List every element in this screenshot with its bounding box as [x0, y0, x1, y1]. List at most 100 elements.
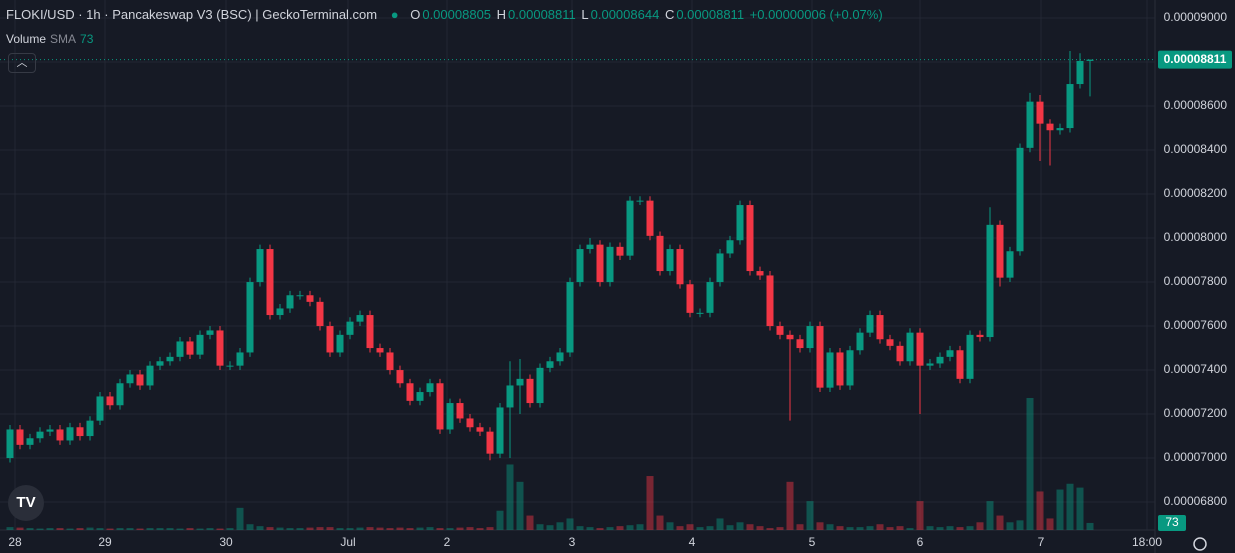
candle-body: [906, 332, 914, 362]
ohlc-value: 0.00008805: [422, 7, 492, 22]
candle-body: [86, 420, 94, 437]
candle-body: [766, 275, 774, 327]
volume-bar: [676, 526, 684, 530]
volume-bar: [786, 481, 794, 530]
candle-body: [76, 427, 84, 437]
candle-body: [786, 334, 794, 340]
volume-bar: [206, 528, 214, 530]
candle-body: [746, 205, 754, 272]
candle-body: [176, 341, 184, 357]
candle-body: [816, 326, 824, 388]
y-tick-label: 0.00008000: [1164, 230, 1228, 244]
ohlc-value: 0.00008811: [508, 7, 576, 22]
volume-bar: [976, 522, 984, 530]
candle-body: [36, 431, 44, 439]
volume-bar: [776, 527, 784, 530]
volume-bar: [566, 518, 574, 530]
volume-bar: [166, 528, 174, 530]
candle-body: [956, 350, 964, 379]
candle-body: [306, 295, 314, 302]
volume-bar: [1076, 487, 1084, 530]
candle-body: [586, 244, 594, 250]
volume-bar: [256, 526, 264, 530]
ohlc-value: 0.00008644: [590, 7, 660, 22]
volume-bar: [616, 526, 624, 530]
volume-bar: [186, 528, 194, 530]
volume-bar: [1016, 520, 1024, 530]
ohlc-label: O: [410, 7, 421, 22]
candle-body: [676, 249, 684, 285]
change: +0.00000006 (+0.07%): [749, 7, 883, 22]
volume-bar: [276, 527, 284, 530]
candle-body: [236, 352, 244, 366]
candle-body: [736, 205, 744, 241]
candle-body: [626, 200, 634, 256]
volume-bar: [306, 527, 314, 530]
volume-bar: [196, 528, 204, 530]
volume-bar: [1056, 489, 1064, 530]
candle-body: [666, 249, 674, 272]
volume-bar: [476, 528, 484, 530]
ohlc-label: C: [664, 7, 675, 22]
volume-bar: [1086, 522, 1094, 530]
candle-body: [996, 224, 1004, 278]
volume-bar: [626, 525, 634, 530]
ohlc-value: 0.00008811: [676, 7, 745, 22]
collapse-button[interactable]: ︿: [8, 53, 36, 73]
volume-bar: [666, 522, 674, 530]
volume-bar: [156, 528, 164, 530]
candle-body: [1036, 101, 1044, 124]
volume-bar: [696, 527, 704, 530]
candle-body: [166, 356, 174, 362]
candle-body: [976, 334, 984, 338]
candle-body: [546, 361, 554, 368]
candle-body: [136, 374, 144, 386]
candle-body: [896, 345, 904, 362]
volume-bar: [576, 526, 584, 530]
x-tick-label: 30: [219, 535, 233, 549]
candle-body: [276, 308, 284, 316]
candle-body: [476, 427, 484, 432]
candle-body: [356, 315, 364, 322]
candle-body: [116, 383, 124, 406]
candle-body: [616, 246, 624, 256]
volume-bar: [146, 528, 154, 530]
ohlc-label: H: [496, 7, 507, 22]
volume-bar: [356, 527, 364, 530]
candle-body: [456, 403, 464, 419]
volume-bar: [266, 527, 274, 530]
candle-body: [876, 315, 884, 340]
candle-body: [226, 365, 234, 367]
volume-bar: [606, 527, 614, 530]
volume-bar: [286, 528, 294, 530]
volume-bar: [486, 527, 494, 530]
sma-label: SMA: [50, 32, 77, 46]
candle-body: [66, 427, 74, 441]
volume-bar: [996, 515, 1004, 530]
candle-body: [16, 429, 24, 445]
candle-body: [316, 301, 324, 327]
status-dot: ●: [390, 7, 399, 22]
candle-body: [1006, 251, 1014, 278]
y-tick-label: 0.00007600: [1164, 318, 1228, 332]
candle-body: [466, 418, 474, 428]
volume-bar: [816, 522, 824, 530]
volume-bar: [176, 528, 184, 530]
volume-bar: [36, 528, 44, 530]
candle-body: [516, 378, 524, 386]
chart-title: FLOKI/USD · 1h · Pancakeswap V3 (BSC) | …: [6, 7, 378, 22]
candle-body: [326, 326, 334, 353]
volume-bar: [246, 524, 254, 530]
candle-body: [1076, 60, 1084, 85]
candle-body: [836, 352, 844, 386]
volume-bar: [406, 528, 414, 530]
logo[interactable]: TV: [8, 485, 44, 521]
candle-body: [206, 330, 214, 335]
candle-body: [126, 374, 134, 384]
volume-bar: [546, 525, 554, 530]
candle-body: [46, 429, 54, 432]
x-tick-label: 3: [569, 535, 576, 549]
candle-body: [256, 249, 264, 283]
